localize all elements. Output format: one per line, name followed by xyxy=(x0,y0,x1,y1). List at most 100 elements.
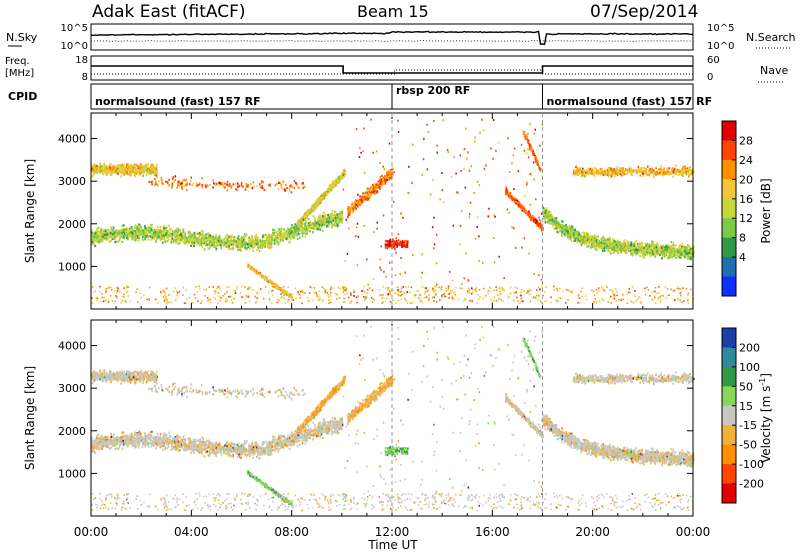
power-cell xyxy=(187,230,190,233)
power-cell xyxy=(522,133,525,136)
power-cell xyxy=(313,226,316,229)
power-cell xyxy=(200,237,202,240)
power-cell xyxy=(284,188,286,191)
power-cell xyxy=(142,166,144,169)
power-cell xyxy=(285,237,288,241)
power-cell xyxy=(91,229,93,232)
power-cell xyxy=(141,231,144,234)
power-cell xyxy=(212,241,214,244)
power-cell xyxy=(525,210,528,213)
power-cell xyxy=(150,226,153,230)
power-cell xyxy=(119,169,121,172)
power-cell xyxy=(273,229,276,232)
power-cell xyxy=(120,175,122,178)
power-cell xyxy=(248,236,250,239)
power-cell xyxy=(145,233,147,236)
power-cell xyxy=(104,167,106,170)
power-cell xyxy=(320,217,323,221)
power-cell xyxy=(132,229,134,233)
cpid-segment-label: normalsound (fast) 157 RF xyxy=(547,95,713,108)
power-cell xyxy=(151,183,153,186)
power-cell xyxy=(384,239,387,242)
power-cell xyxy=(162,233,164,236)
power-cell xyxy=(120,168,123,171)
power-cell xyxy=(386,173,388,177)
power-cell xyxy=(334,183,336,186)
power-cell xyxy=(240,250,242,253)
power-cell xyxy=(135,169,138,172)
power-cell xyxy=(320,223,322,226)
power-cell xyxy=(287,236,290,239)
power-cell xyxy=(285,236,287,239)
power-cell xyxy=(280,227,283,230)
power-cell xyxy=(112,235,115,238)
power-cell xyxy=(129,173,131,176)
power-cell xyxy=(290,231,292,234)
power-cell xyxy=(134,224,136,227)
power-cell xyxy=(173,239,175,242)
power-cell xyxy=(302,218,304,221)
power-cell xyxy=(95,236,97,239)
power-cell xyxy=(122,165,125,168)
power-cell xyxy=(275,236,277,239)
power-cell xyxy=(317,203,320,206)
power-cell xyxy=(96,232,99,235)
power-cell xyxy=(294,230,296,233)
power-cell xyxy=(302,222,304,225)
power-cell xyxy=(174,178,177,182)
power-cell xyxy=(155,180,157,183)
power-cell xyxy=(116,167,118,170)
power-cell xyxy=(334,182,336,185)
power-cell xyxy=(279,181,281,185)
power-cell xyxy=(252,181,255,184)
power-cell xyxy=(130,235,132,238)
power-cell xyxy=(215,234,217,237)
power-cell xyxy=(278,230,280,233)
power-cell xyxy=(219,238,222,241)
power-cell xyxy=(213,245,216,248)
power-cell xyxy=(177,184,179,187)
power-cell xyxy=(190,244,192,247)
power-cell xyxy=(180,232,182,235)
power-cell xyxy=(372,189,374,193)
power-cell xyxy=(291,230,293,233)
power-cell xyxy=(315,228,318,231)
power-cell xyxy=(96,167,99,170)
power-cell xyxy=(93,172,96,175)
power-cell xyxy=(328,185,331,188)
power-cell xyxy=(277,242,280,245)
power-cell xyxy=(139,224,141,227)
power-cell xyxy=(107,237,109,240)
power-cell xyxy=(285,183,287,186)
power-cell xyxy=(250,183,252,186)
power-cell xyxy=(328,189,331,192)
power-cell xyxy=(332,183,335,186)
power-cell xyxy=(152,171,154,174)
power-cell xyxy=(391,168,394,171)
power-cell xyxy=(251,237,254,240)
power-cell xyxy=(243,235,246,238)
power-cell xyxy=(112,167,114,170)
power-cell xyxy=(257,244,259,247)
power-cell xyxy=(370,194,373,197)
power-cell xyxy=(160,233,163,236)
power-cell xyxy=(225,242,227,245)
nsky-tick-bottom: 10^0 xyxy=(61,41,88,52)
power-cell xyxy=(122,169,124,172)
power-cell xyxy=(213,244,216,247)
power-cell xyxy=(191,184,193,187)
power-cell xyxy=(200,241,203,244)
power-cell xyxy=(139,173,142,176)
power-cell xyxy=(261,185,263,188)
power-cell xyxy=(390,172,392,176)
power-cell xyxy=(377,184,379,187)
power-cell xyxy=(121,231,123,234)
power-cell xyxy=(226,189,229,192)
power-cell xyxy=(110,239,112,242)
power-cell xyxy=(201,177,203,180)
power-cell xyxy=(242,185,245,188)
power-cell xyxy=(205,236,208,239)
power-cell xyxy=(201,246,204,249)
power-cell xyxy=(351,203,353,206)
power-cell xyxy=(331,223,333,226)
